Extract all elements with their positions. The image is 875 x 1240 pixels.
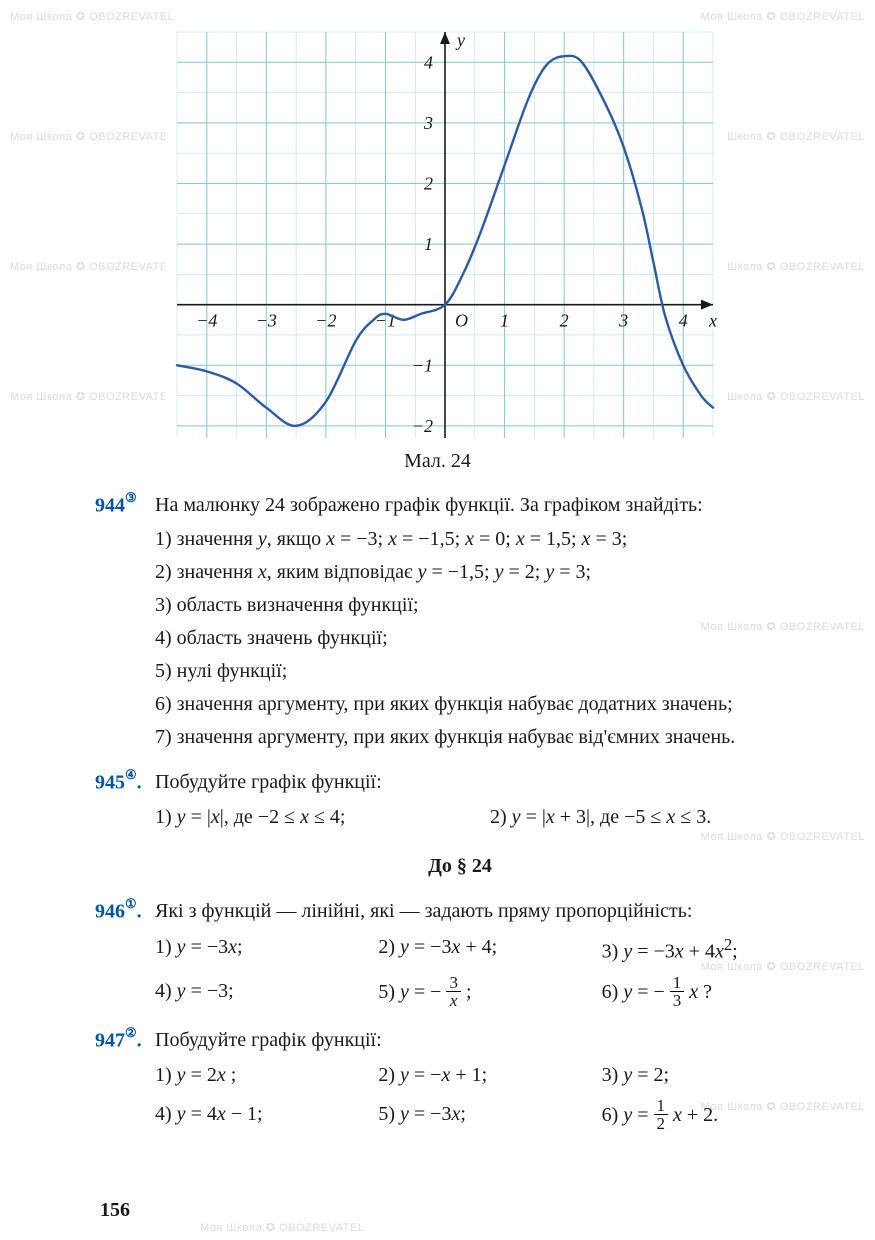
- page-number: 156: [100, 1199, 130, 1222]
- watermark: Моя Школа ✪ OBOZREVATEL: [701, 10, 865, 23]
- sub-item: 2) значення x, яким відповідає y = −1,5;…: [155, 557, 825, 588]
- svg-text:1: 1: [500, 311, 509, 331]
- problem-number: 944③: [95, 490, 155, 522]
- svg-text:4: 4: [679, 311, 688, 331]
- sub-item: 3) y = −3x + 4x2;: [602, 932, 825, 968]
- sub-item: 3) область визначення функції;: [155, 590, 825, 621]
- problem-number: 945④.: [95, 767, 155, 799]
- sub-item: 4) y = −3;: [155, 976, 378, 1011]
- textbook-page: Моя Школа ✪ OBOZREVATEL Моя Школа ✪ OBOZ…: [0, 0, 875, 1240]
- svg-text:2: 2: [424, 173, 433, 193]
- watermark: Моя Школа ✪ OBOZREVATEL: [701, 390, 865, 403]
- problem-945: 945④. Побудуйте графік функції: 1) y = |…: [95, 767, 825, 834]
- sub-item: 5) нулі функції;: [155, 656, 825, 687]
- problem-number: 946①.: [95, 896, 155, 928]
- sub-item: 1) y = −3x;: [155, 932, 378, 968]
- problem-prompt: Побудуйте графік функції:: [155, 1025, 825, 1056]
- svg-text:y: y: [455, 30, 465, 50]
- sub-item: 2) y = |x + 3|, де −5 ≤ x ≤ 3.: [490, 802, 825, 833]
- sub-item: 3) y = 2;: [602, 1060, 825, 1091]
- problem-944: 944③ На малюнку 24 зображено графік функ…: [95, 490, 825, 753]
- svg-text:2: 2: [560, 311, 569, 331]
- sub-item: 7) значення аргументу, при яких функція …: [155, 722, 825, 753]
- svg-text:3: 3: [618, 311, 628, 331]
- sub-item: 1) значення y, якщо x = −3; x = −1,5; x …: [155, 524, 825, 555]
- sub-item: 2) y = −3x + 4;: [378, 932, 601, 968]
- figure-caption: Мал. 24: [0, 450, 875, 473]
- svg-text:−3: −3: [256, 311, 277, 331]
- sub-item: 1) y = |x|, де −2 ≤ x ≤ 4;: [155, 802, 490, 833]
- svg-text:−2: −2: [315, 311, 336, 331]
- svg-text:3: 3: [423, 113, 433, 133]
- watermark: Моя Школа ✪ OBOZREVATEL: [701, 260, 865, 273]
- problem-prompt: На малюнку 24 зображено графік функції. …: [155, 490, 825, 521]
- problem-947: 947②. Побудуйте графік функції: 1) y = 2…: [95, 1025, 825, 1135]
- watermark: Моя Школа ✪ OBOZREVATEL: [10, 260, 174, 273]
- problem-946: 946①. Які з функцій — лінійні, які — зад…: [95, 896, 825, 1010]
- sub-item: 6) y = 12 x + 2.: [602, 1099, 825, 1134]
- watermark: Моя Школа ✪ OBOZREVATEL: [10, 390, 174, 403]
- function-graph-figure: −4−3−2−11234−2−11234Oxy: [165, 20, 725, 450]
- sub-item: 5) y = − 3x ;: [378, 976, 601, 1011]
- svg-text:O: O: [455, 311, 468, 331]
- sub-item: 2) y = −x + 1;: [378, 1060, 601, 1091]
- function-graph-svg: −4−3−2−11234−2−11234Oxy: [165, 20, 725, 450]
- watermark: Моя Школа ✪ OBOZREVATEL: [10, 130, 174, 143]
- section-header: До § 24: [95, 851, 825, 882]
- svg-text:−1: −1: [412, 355, 433, 375]
- sub-item: 4) y = 4x − 1;: [155, 1099, 378, 1134]
- problem-sublist: 1) значення y, якщо x = −3; x = −1,5; x …: [155, 524, 825, 753]
- svg-text:−2: −2: [412, 416, 433, 436]
- problem-number: 947②.: [95, 1025, 155, 1057]
- sub-item: 6) значення аргументу, при яких функція …: [155, 689, 825, 720]
- svg-text:1: 1: [424, 234, 433, 254]
- sub-item: 4) область значень функції;: [155, 623, 825, 654]
- problem-prompt: Які з функцій — лінійні, які — задають п…: [155, 896, 825, 927]
- sub-item: 6) y = − 13 x ?: [602, 976, 825, 1011]
- watermark: Моя Школа ✪ OBOZREVATEL: [701, 130, 865, 143]
- watermark: Моя Школа ✪ OBOZREVATEL: [10, 10, 174, 23]
- sub-item: 1) y = 2x ;: [155, 1060, 378, 1091]
- watermark: Моя Школа ✪ OBOZREVATEL: [200, 1221, 364, 1234]
- svg-text:−4: −4: [196, 311, 217, 331]
- svg-text:4: 4: [424, 52, 433, 72]
- problems-block: 944③ На малюнку 24 зображено графік функ…: [95, 490, 825, 1148]
- svg-text:x: x: [708, 311, 717, 331]
- sub-item: 5) y = −3x;: [378, 1099, 601, 1134]
- problem-prompt: Побудуйте графік функції:: [155, 767, 825, 798]
